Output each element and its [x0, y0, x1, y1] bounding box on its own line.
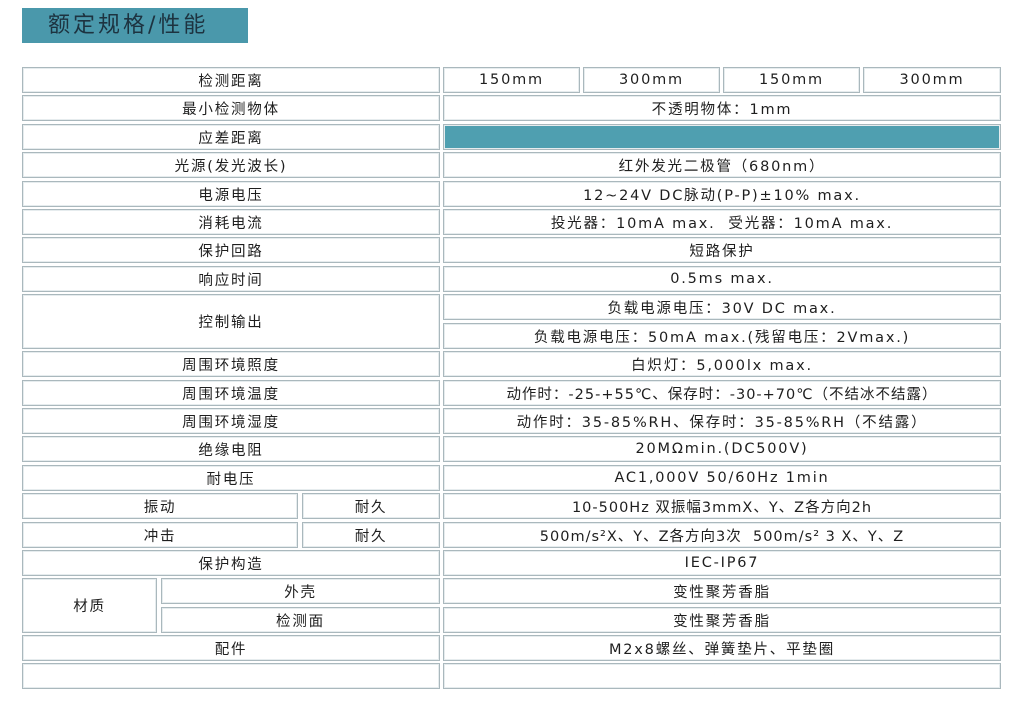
value-detect-distance-3: 150mm — [723, 67, 860, 93]
label-hysteresis: 应差距离 — [22, 124, 440, 150]
value-illuminance: 白炽灯：5,000lx max. — [443, 351, 1001, 377]
value-temperature: 动作时：-25-+55℃、保存时：-30-+70℃（不结冰不结露） — [443, 380, 1001, 406]
label-min-object: 最小检测物体 — [22, 95, 440, 121]
value-protection-circuit: 短路保护 — [443, 237, 1001, 263]
value-control-output-voltage: 负载电源电压：30V DC max. — [443, 294, 1001, 320]
value-light-source: 红外发光二极管（680nm） — [443, 152, 1001, 178]
label-current: 消耗电流 — [22, 209, 440, 235]
label-protection-circuit: 保护回路 — [22, 237, 440, 263]
value-hysteresis — [443, 124, 1001, 150]
label-vibration-sub: 耐久 — [302, 493, 440, 519]
value-current: 投光器：10mA max. 受光器：10mA max. — [443, 209, 1001, 235]
label-temperature: 周围环境温度 — [22, 380, 440, 406]
section-title: 额定规格/性能 — [22, 8, 248, 43]
value-vibration: 10-500Hz 双振幅3mmX、Y、Z各方向2h — [443, 493, 1001, 519]
empty-label-cell — [22, 663, 440, 689]
label-control-output: 控制输出 — [22, 294, 440, 349]
value-shock: 500m/s²X、Y、Z各方向3次 500m/s² 3 X、Y、Z — [443, 522, 1001, 548]
value-material-case: 变性聚芳香脂 — [443, 578, 1001, 604]
value-insulation: 20MΩmin.(DC500V) — [443, 436, 1001, 462]
value-accessories: M2x8螺丝、弹簧垫片、平垫圈 — [443, 635, 1001, 661]
label-light-source: 光源(发光波长) — [22, 152, 440, 178]
value-humidity: 动作时：35-85%RH、保存时：35-85%RH（不结露） — [443, 408, 1001, 434]
label-illuminance: 周围环境照度 — [22, 351, 440, 377]
label-accessories: 配件 — [22, 635, 440, 661]
value-detect-distance-4: 300mm — [863, 67, 1001, 93]
value-protection-structure: IEC-IP67 — [443, 550, 1001, 576]
label-insulation: 绝缘电阻 — [22, 436, 440, 462]
empty-value-cell — [443, 663, 1001, 689]
label-material-case: 外壳 — [161, 578, 440, 604]
value-withstand-voltage: AC1,000V 50/60Hz 1min — [443, 465, 1001, 491]
value-material-face: 变性聚芳香脂 — [443, 607, 1001, 633]
label-material: 材质 — [22, 578, 157, 633]
label-protection-structure: 保护构造 — [22, 550, 440, 576]
value-min-object: 不透明物体：1mm — [443, 95, 1001, 121]
value-response-time: 0.5ms max. — [443, 266, 1001, 292]
value-supply-voltage: 12~24V DC脉动(P-P)±10% max. — [443, 181, 1001, 207]
label-shock: 冲击 — [22, 522, 298, 548]
label-response-time: 响应时间 — [22, 266, 440, 292]
label-vibration: 振动 — [22, 493, 298, 519]
label-detect-distance: 检测距离 — [22, 67, 440, 93]
value-detect-distance-2: 300mm — [583, 67, 720, 93]
label-withstand-voltage: 耐电压 — [22, 465, 440, 491]
label-humidity: 周围环境湿度 — [22, 408, 440, 434]
value-detect-distance-1: 150mm — [443, 67, 580, 93]
label-supply-voltage: 电源电压 — [22, 181, 440, 207]
value-control-output-current: 负载电源电压：50mA max.(残留电压：2Vmax.) — [443, 323, 1001, 349]
label-material-face: 检测面 — [161, 607, 440, 633]
label-shock-sub: 耐久 — [302, 522, 440, 548]
